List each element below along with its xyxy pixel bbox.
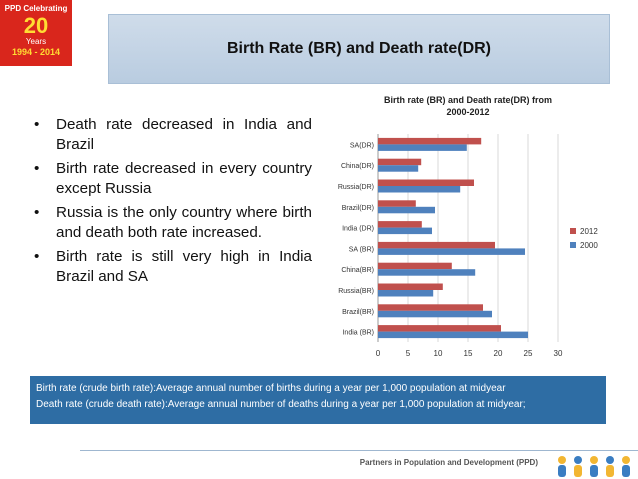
category-label: SA(DR) <box>350 142 374 149</box>
logo-line4: 1994 - 2014 <box>11 47 61 57</box>
logo-line2: 20 <box>23 13 49 38</box>
chart-title: Birth rate (BR) and Death rate(DR) from <box>384 95 552 105</box>
bar-2012 <box>378 262 452 270</box>
bar-chart: Birth rate (BR) and Death rate(DR) from 2… <box>338 95 599 358</box>
bar-2012 <box>378 221 422 228</box>
category-label: Brazil(BR) <box>342 309 374 316</box>
bar-2000 <box>378 269 476 276</box>
bar-2000 <box>378 248 525 255</box>
legend-label: 2012 <box>580 227 598 236</box>
x-tick-label: 20 <box>494 349 503 358</box>
footer: Partners in Population and Development (… <box>0 450 638 479</box>
logo-line3: Years <box>25 37 47 46</box>
bar-2012 <box>378 179 474 186</box>
x-tick-label: 5 <box>406 349 411 358</box>
logo-line1: PPD Celebrating <box>4 4 68 13</box>
legend-swatch <box>570 228 576 234</box>
bar-2000 <box>378 165 419 172</box>
bullet-item: Birth rate is still very high in India B… <box>30 247 312 287</box>
bar-2012 <box>378 283 443 290</box>
x-tick-label: 25 <box>524 349 533 358</box>
definitions-box: Birth rate (crude birth rate):Average an… <box>30 376 606 424</box>
category-label: China(BR) <box>341 267 374 274</box>
category-label: SA (BR) <box>349 246 374 253</box>
bar-2012 <box>378 200 416 207</box>
bar-2000 <box>378 310 492 318</box>
x-tick-label: 0 <box>376 349 381 358</box>
x-tick-label: 15 <box>464 349 473 358</box>
bullet-list: Death rate decreased in India and Brazil… <box>30 115 312 291</box>
death-rate-definition: Death rate (crude death rate):Average an… <box>36 399 526 410</box>
category-label: Russia(DR) <box>338 184 374 191</box>
bar-2000 <box>378 206 435 214</box>
bar-2000 <box>378 144 467 151</box>
bar-2000 <box>378 331 528 339</box>
bar-2012 <box>378 137 482 145</box>
bar-2000 <box>378 227 432 235</box>
bar-2012 <box>378 158 422 166</box>
bullet-item: Death rate decreased in India and Brazil <box>30 115 312 155</box>
bar-2012 <box>378 304 483 311</box>
footer-divider <box>80 450 638 451</box>
category-label: Russia(BR) <box>338 288 374 295</box>
birth-rate-definition: Birth rate (crude birth rate):Average an… <box>36 383 506 394</box>
slide-title: Birth Rate (BR) and Death rate(DR) <box>226 40 491 57</box>
footer-text: Partners in Population and Development (… <box>359 458 538 467</box>
bar-2012 <box>378 325 501 332</box>
x-tick-label: 30 <box>554 349 563 358</box>
x-tick-label: 10 <box>434 349 443 358</box>
title-band: Birth Rate (BR) and Death rate(DR) <box>108 14 610 84</box>
bullet-item: Russia is the only country where birth a… <box>30 203 312 243</box>
people-icon <box>558 456 630 477</box>
chart-title: 2000-2012 <box>446 107 489 117</box>
category-label: India (DR) <box>342 226 374 233</box>
bar-2012 <box>378 241 495 249</box>
category-label: Brazil(DR) <box>342 205 374 212</box>
legend-swatch <box>570 242 576 248</box>
bar-2000 <box>378 290 434 297</box>
bar-2000 <box>378 186 461 193</box>
legend-label: 2000 <box>580 241 598 250</box>
ppd-logo: PPD Celebrating 20 Years 1994 - 2014 <box>0 0 72 66</box>
category-label: India (BR) <box>342 330 374 337</box>
category-label: China(DR) <box>341 163 374 170</box>
bullet-item: Birth rate decreased in every country ex… <box>30 159 312 199</box>
